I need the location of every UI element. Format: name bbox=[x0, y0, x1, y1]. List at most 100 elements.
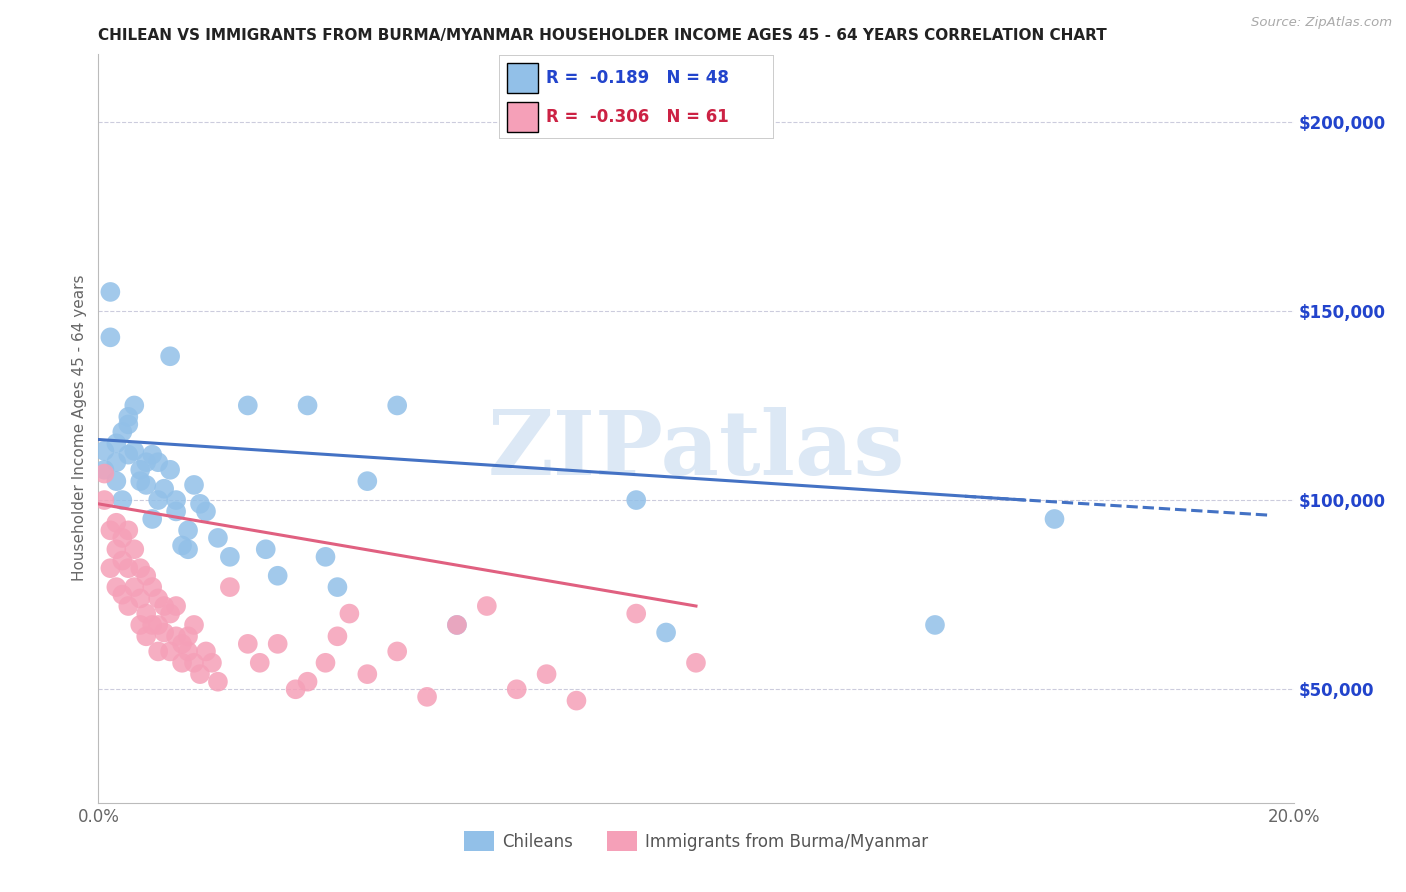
Point bbox=[446, 618, 468, 632]
Point bbox=[506, 682, 529, 697]
Point bbox=[475, 599, 498, 613]
Point bbox=[141, 580, 163, 594]
Text: R =  -0.306   N = 61: R = -0.306 N = 61 bbox=[546, 108, 728, 126]
Point bbox=[153, 482, 176, 496]
Point bbox=[124, 580, 146, 594]
FancyBboxPatch shape bbox=[508, 102, 537, 132]
Point bbox=[267, 637, 290, 651]
Point bbox=[165, 504, 187, 518]
Point bbox=[188, 667, 211, 681]
Point bbox=[153, 625, 176, 640]
Point bbox=[148, 618, 170, 632]
Point bbox=[129, 474, 152, 488]
Point bbox=[111, 531, 134, 545]
Point bbox=[98, 330, 122, 344]
Point bbox=[1043, 512, 1066, 526]
Point bbox=[195, 504, 218, 518]
Point bbox=[141, 618, 163, 632]
Text: R =  -0.189   N = 48: R = -0.189 N = 48 bbox=[546, 69, 728, 87]
Point bbox=[159, 349, 181, 363]
Point bbox=[111, 493, 134, 508]
Point bbox=[129, 591, 152, 606]
Point bbox=[236, 637, 259, 651]
Point bbox=[385, 644, 409, 658]
Text: Source: ZipAtlas.com: Source: ZipAtlas.com bbox=[1251, 16, 1392, 29]
Y-axis label: Householder Income Ages 45 - 64 years: Householder Income Ages 45 - 64 years bbox=[72, 275, 87, 582]
Point bbox=[685, 656, 707, 670]
Point bbox=[207, 674, 229, 689]
Point bbox=[188, 497, 211, 511]
Point bbox=[105, 474, 128, 488]
Point bbox=[297, 674, 319, 689]
Point bbox=[177, 542, 200, 557]
Point bbox=[111, 553, 134, 567]
Point bbox=[297, 399, 319, 413]
Point bbox=[207, 531, 229, 545]
Point bbox=[135, 568, 157, 582]
Point bbox=[124, 542, 146, 557]
Point bbox=[135, 478, 157, 492]
Point bbox=[135, 455, 157, 469]
Point bbox=[172, 656, 194, 670]
Point bbox=[111, 425, 134, 439]
Text: ZIPatlas: ZIPatlas bbox=[488, 407, 904, 494]
Point bbox=[159, 463, 181, 477]
Point bbox=[105, 516, 128, 530]
Point bbox=[93, 463, 115, 477]
Point bbox=[129, 561, 152, 575]
Point bbox=[416, 690, 439, 704]
Point bbox=[177, 644, 200, 658]
Point bbox=[98, 285, 122, 299]
Point bbox=[159, 644, 181, 658]
Point bbox=[105, 455, 128, 469]
Point bbox=[284, 682, 307, 697]
Point bbox=[254, 542, 277, 557]
Point bbox=[135, 607, 157, 621]
Point bbox=[117, 448, 139, 462]
Point bbox=[183, 656, 205, 670]
Legend: Chileans, Immigrants from Burma/Myanmar: Chileans, Immigrants from Burma/Myanmar bbox=[457, 824, 935, 858]
Point bbox=[148, 455, 170, 469]
Point bbox=[105, 542, 128, 557]
Point bbox=[655, 625, 678, 640]
Point bbox=[117, 417, 139, 432]
Point bbox=[195, 644, 218, 658]
Point bbox=[326, 580, 349, 594]
Text: CHILEAN VS IMMIGRANTS FROM BURMA/MYANMAR HOUSEHOLDER INCOME AGES 45 - 64 YEARS C: CHILEAN VS IMMIGRANTS FROM BURMA/MYANMAR… bbox=[98, 28, 1107, 43]
Point bbox=[124, 443, 146, 458]
Point bbox=[129, 618, 152, 632]
FancyBboxPatch shape bbox=[508, 62, 537, 93]
Point bbox=[183, 618, 205, 632]
Point bbox=[165, 493, 187, 508]
Point bbox=[315, 549, 337, 564]
Point bbox=[93, 443, 115, 458]
Point bbox=[141, 512, 163, 526]
Point bbox=[124, 399, 146, 413]
Point bbox=[924, 618, 946, 632]
Point bbox=[536, 667, 558, 681]
Point bbox=[153, 599, 176, 613]
Point bbox=[565, 693, 588, 707]
Point bbox=[117, 561, 139, 575]
Point bbox=[98, 524, 122, 538]
Point bbox=[356, 667, 378, 681]
Point bbox=[183, 478, 205, 492]
Point bbox=[165, 599, 187, 613]
Point bbox=[326, 629, 349, 643]
Point bbox=[117, 524, 139, 538]
Point bbox=[172, 539, 194, 553]
Point bbox=[177, 524, 200, 538]
Point bbox=[105, 436, 128, 450]
Point bbox=[117, 599, 139, 613]
Point bbox=[315, 656, 337, 670]
Point bbox=[201, 656, 224, 670]
Point bbox=[267, 568, 290, 582]
Point bbox=[135, 629, 157, 643]
Point bbox=[446, 618, 468, 632]
Point bbox=[626, 493, 648, 508]
Point bbox=[236, 399, 259, 413]
Point bbox=[105, 580, 128, 594]
Point bbox=[356, 474, 378, 488]
Point bbox=[117, 409, 139, 424]
Point bbox=[219, 580, 242, 594]
